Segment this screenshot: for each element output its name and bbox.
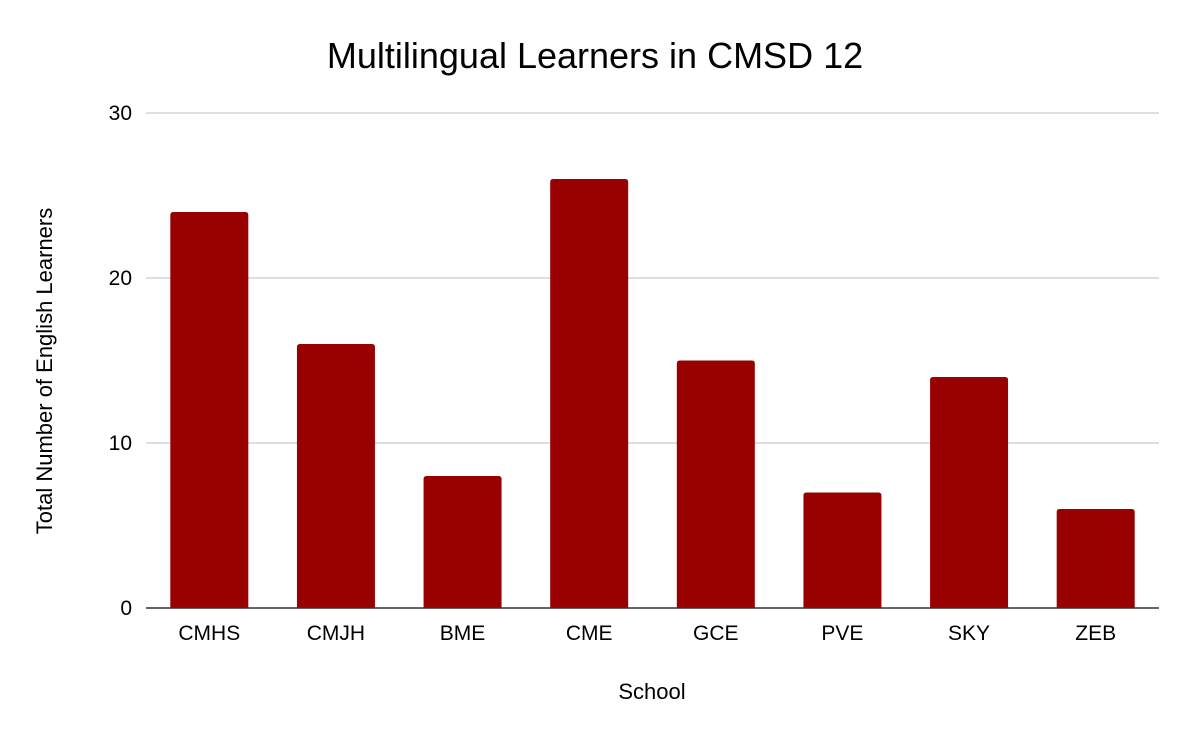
bars <box>170 179 1135 608</box>
x-tick-label: CME <box>566 622 613 645</box>
bar-cmjh <box>296 344 375 608</box>
y-tick-label: 10 <box>109 432 132 455</box>
bar-pve <box>803 492 882 608</box>
x-axis-title: School <box>618 679 685 704</box>
x-tick-label: ZEB <box>1075 622 1116 645</box>
x-tick-label: SKY <box>948 622 990 645</box>
bar-zeb <box>1056 509 1135 608</box>
bar-bme <box>423 476 502 608</box>
y-tick-label: 20 <box>109 267 132 290</box>
x-tick-label: CMHS <box>178 622 240 645</box>
chart-title: Multilingual Learners in CMSD 12 <box>327 35 863 76</box>
bar-sky <box>930 377 1009 608</box>
x-tick-label: CMJH <box>307 622 365 645</box>
bar-gce <box>676 360 755 608</box>
x-tick-label: PVE <box>821 622 863 645</box>
y-tick-label: 30 <box>109 102 132 125</box>
y-axis-ticks: 0 10 20 30 <box>109 102 132 620</box>
bar-cmhs <box>170 212 249 608</box>
x-tick-label: GCE <box>693 622 739 645</box>
x-axis-ticks: CMHS CMJH BME CME GCE PVE SKY ZEB <box>178 622 1116 645</box>
x-tick-label: BME <box>440 622 486 645</box>
y-tick-label: 0 <box>120 597 132 620</box>
y-axis-title: Total Number of English Learners <box>32 208 57 535</box>
bar-cme <box>550 179 629 608</box>
